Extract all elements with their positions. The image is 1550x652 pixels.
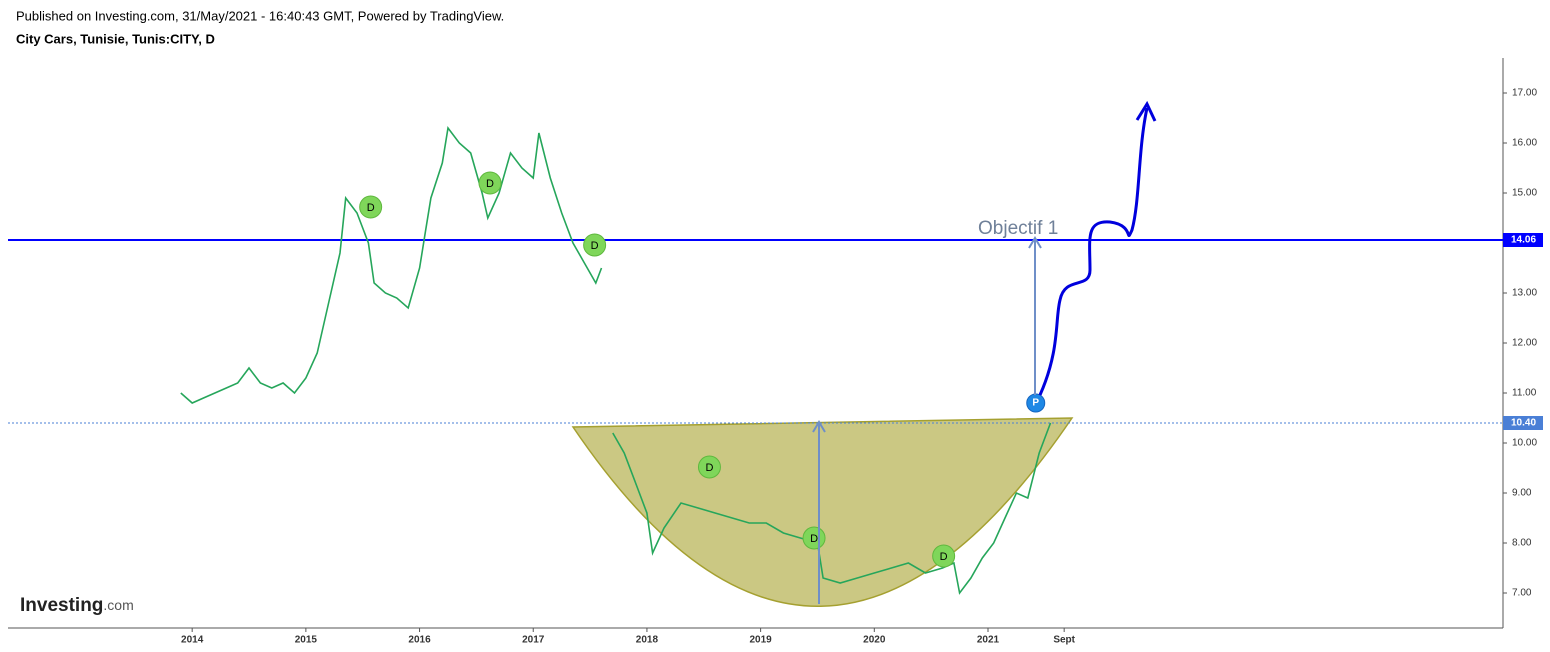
symbol: City Cars, Tunisie, Tunis:CITY, D (16, 31, 215, 46)
y-tick-label: 8.00 (1512, 538, 1532, 549)
x-tick-label: 2017 (522, 635, 545, 646)
x-tick-label: 2015 (295, 635, 318, 646)
y-tick-label: 17.00 (1512, 88, 1537, 99)
y-tick-label: 15.00 (1512, 188, 1537, 199)
y-tick-label: 9.00 (1512, 488, 1532, 499)
projection-arrow (1135, 100, 1157, 122)
price-box (1503, 416, 1543, 430)
dividend-marker (359, 195, 383, 219)
annotation: Objectif 1 (978, 218, 1058, 239)
y-tick-label: 11.00 (1512, 388, 1537, 399)
logo: Investing.com (20, 595, 134, 616)
dividend-label: D (810, 533, 818, 545)
dividend-marker (478, 171, 502, 195)
y-tick-label: 10.00 (1512, 438, 1537, 449)
p-label: P (1032, 398, 1039, 409)
dividend-label: D (705, 462, 713, 474)
x-tick-label: 2020 (863, 635, 886, 646)
price-label: 10.40 (1511, 418, 1536, 429)
y-tick-label: 12.00 (1512, 338, 1537, 349)
x-tick-label: Sept (1053, 635, 1075, 646)
projection (1038, 107, 1149, 396)
x-tick-label: 2014 (181, 635, 204, 646)
dividend-label: D (591, 240, 599, 252)
x-tick-label: 2019 (749, 635, 772, 646)
dividend-marker (583, 233, 607, 257)
dividend-marker (932, 544, 956, 568)
price-line-series (180, 126, 1052, 595)
published: Published on Investing.com, 31/May/2021 … (16, 8, 504, 23)
cup-shape (571, 417, 1074, 607)
dividend-marker (697, 455, 721, 479)
y-tick-label: 7.00 (1512, 588, 1532, 599)
y-tick-label: 13.00 (1512, 288, 1537, 299)
price-label: 14.06 (1511, 235, 1536, 246)
x-tick-label: 2021 (977, 635, 1000, 646)
dividend-label: D (367, 202, 375, 214)
arrows (812, 236, 1042, 604)
x-tick-label: 2016 (408, 635, 431, 646)
x-tick-label: 2018 (636, 635, 659, 646)
dividend-label: D (486, 178, 494, 190)
price-box (1503, 233, 1543, 247)
dividend-label: D (940, 551, 948, 563)
y-tick-label: 16.00 (1512, 138, 1537, 149)
